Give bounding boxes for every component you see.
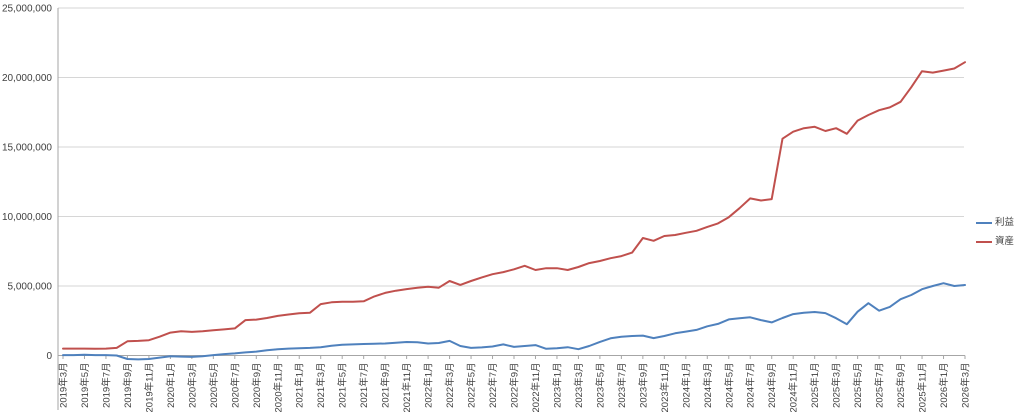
y-tick-label: 15,000,000 <box>2 143 52 154</box>
x-tick-label: 2020年3月 <box>186 363 198 408</box>
x-tick-label: 2024年9月 <box>766 363 778 408</box>
y-tick-label: 25,000,000 <box>2 4 52 15</box>
x-tick-label: 2025年3月 <box>831 363 843 408</box>
y-tick-label: 0 <box>46 351 52 362</box>
x-tick-label: 2020年5月 <box>208 363 220 408</box>
x-tick-label: 2024年11月 <box>788 363 800 413</box>
x-tick-label: 2019年11月 <box>143 363 155 413</box>
x-tick-label: 2020年1月 <box>165 363 177 408</box>
x-tick-label: 2026年3月 <box>960 363 972 408</box>
x-tick-label: 2025年11月 <box>917 363 929 413</box>
x-tick-label: 2024年5月 <box>723 363 735 408</box>
x-tick-label: 2022年3月 <box>444 363 456 408</box>
profit-line <box>62 282 966 361</box>
x-tick-label: 2020年11月 <box>272 363 284 413</box>
legend: 利益 資産 <box>976 217 1014 248</box>
x-tick-label: 2020年9月 <box>251 363 263 408</box>
x-tick-label: 2019年7月 <box>101 363 113 408</box>
legend-label-assets: 資産 <box>995 236 1015 247</box>
axes <box>57 8 966 410</box>
x-tick-label: 2023年5月 <box>594 363 606 408</box>
x-tick-label: 2021年7月 <box>358 363 370 408</box>
x-tick-label: 2025年5月 <box>852 363 864 408</box>
x-tick-label: 2021年3月 <box>315 363 327 408</box>
x-tick-label: 2025年1月 <box>809 363 821 408</box>
y-tick-label: 10,000,000 <box>2 212 52 223</box>
x-axis-labels: 2019年3月 2019年5月 2019年7月 2019年9月 2019年11月 2020… <box>58 363 972 413</box>
x-tick-label: 2023年7月 <box>616 363 628 408</box>
x-tick-label: 2024年7月 <box>745 363 757 408</box>
y-axis-labels: 0 5,000,000 10,000,000 15,000,000 20,000,000… <box>2 4 53 363</box>
x-tick-label: 2025年9月 <box>895 363 907 408</box>
y-tick-label: 5,000,000 <box>8 282 53 293</box>
gridlines <box>58 7 964 287</box>
x-tick-label: 2026年1月 <box>938 363 950 408</box>
x-tick-label: 2024年3月 <box>702 363 714 408</box>
x-tick-label: 2021年5月 <box>337 363 349 408</box>
legend-item-assets: 資産 <box>976 236 1014 248</box>
x-tick-label: 2022年5月 <box>466 363 478 408</box>
x-tick-label: 2022年11月 <box>530 363 542 413</box>
x-tick-label: 2023年1月 <box>552 363 564 408</box>
x-tick-label: 2023年11月 <box>659 363 671 413</box>
x-tick-label: 2021年1月 <box>294 363 306 408</box>
assets-line-swatch <box>976 241 992 243</box>
x-tick-label: 2019年3月 <box>58 363 70 408</box>
x-tick-label: 2024年1月 <box>680 363 692 408</box>
x-tick-label: 2020年7月 <box>229 363 241 408</box>
x-tick-label: 2019年9月 <box>122 363 134 408</box>
profit-line-swatch <box>976 222 992 224</box>
assets-line <box>62 61 966 350</box>
x-tick-label: 2022年9月 <box>509 363 521 408</box>
x-tick-label: 2023年3月 <box>573 363 585 408</box>
x-tick-label: 2022年1月 <box>423 363 435 408</box>
x-tick-label: 2025年7月 <box>874 363 886 408</box>
legend-item-profit: 利益 <box>976 217 1014 229</box>
x-tick-label: 2019年5月 <box>79 363 91 408</box>
y-tick-label: 20,000,000 <box>2 73 52 84</box>
x-tick-label: 2021年11月 <box>401 363 413 413</box>
legend-label-profit: 利益 <box>995 217 1015 228</box>
x-tick-label: 2022年7月 <box>487 363 499 408</box>
x-tick-label: 2023年9月 <box>637 363 649 408</box>
x-tick-label: 2021年9月 <box>380 363 392 408</box>
